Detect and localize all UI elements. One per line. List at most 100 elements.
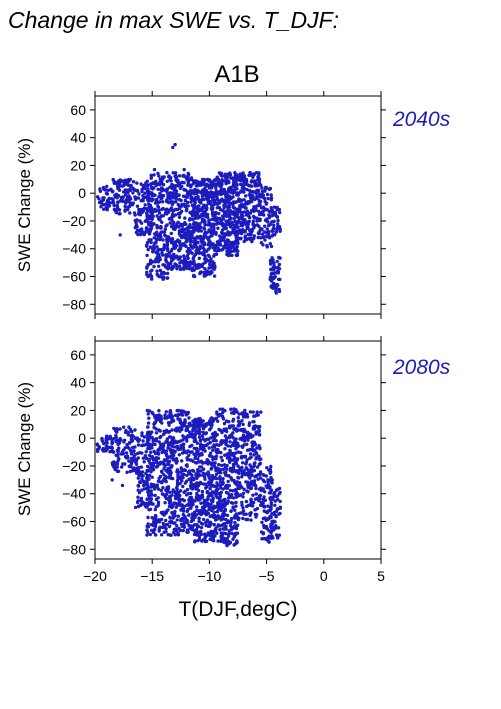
data-point xyxy=(196,474,200,478)
data-point xyxy=(239,177,243,181)
data-point xyxy=(189,481,193,485)
data-point xyxy=(173,262,177,266)
data-point xyxy=(214,183,218,187)
data-point xyxy=(222,235,227,239)
data-point xyxy=(204,486,208,490)
data-point xyxy=(244,462,248,466)
data-point xyxy=(193,529,198,534)
data-point xyxy=(206,501,210,506)
data-point xyxy=(210,196,214,200)
y-tick-label: 40 xyxy=(70,375,86,391)
data-point xyxy=(151,467,156,472)
data-point xyxy=(234,253,238,257)
data-point xyxy=(210,432,215,436)
data-point xyxy=(254,196,258,201)
data-point xyxy=(248,170,252,175)
data-point xyxy=(169,440,173,445)
data-point xyxy=(222,187,226,192)
data-point xyxy=(149,176,153,180)
data-point xyxy=(193,211,198,216)
data-point xyxy=(194,496,199,500)
data-point xyxy=(261,205,266,209)
data-point xyxy=(162,458,167,462)
data-point xyxy=(219,503,223,507)
data-point xyxy=(275,494,280,498)
data-point xyxy=(196,421,200,425)
data-point xyxy=(165,187,170,191)
data-point xyxy=(110,440,115,445)
data-point xyxy=(252,483,257,487)
data-point xyxy=(180,425,184,429)
data-point xyxy=(211,457,215,461)
data-point xyxy=(182,521,187,525)
data-point xyxy=(257,494,261,499)
data-point xyxy=(121,190,126,194)
data-point xyxy=(168,516,172,520)
data-point xyxy=(249,486,254,490)
data-point xyxy=(185,487,190,492)
data-point xyxy=(186,410,190,415)
data-point xyxy=(193,456,197,460)
data-point xyxy=(161,247,166,252)
data-point xyxy=(104,191,109,196)
data-point xyxy=(173,527,178,531)
data-point xyxy=(184,412,189,417)
data-point xyxy=(236,416,240,420)
data-point xyxy=(236,464,240,468)
data-point xyxy=(271,233,275,237)
scatter-points-2080s xyxy=(95,407,282,548)
data-point xyxy=(248,184,252,188)
data-point xyxy=(179,235,184,240)
data-point xyxy=(210,210,215,214)
data-point xyxy=(168,262,173,266)
data-point xyxy=(154,179,158,184)
data-point xyxy=(244,213,249,217)
data-point xyxy=(207,222,212,226)
data-point xyxy=(168,237,172,241)
data-point xyxy=(183,421,187,425)
data-point xyxy=(244,413,248,417)
data-point xyxy=(187,513,191,517)
data-point xyxy=(188,450,193,454)
data-point xyxy=(208,262,212,267)
data-point xyxy=(218,412,222,417)
data-point xyxy=(269,272,273,276)
data-point xyxy=(180,479,184,483)
data-point xyxy=(214,210,218,215)
data-point xyxy=(156,234,161,238)
data-point xyxy=(240,198,244,202)
data-point xyxy=(158,435,162,440)
data-point xyxy=(151,197,155,201)
data-point xyxy=(169,200,173,204)
data-point xyxy=(199,234,203,239)
data-point xyxy=(196,509,200,513)
data-point xyxy=(146,187,150,191)
data-point xyxy=(256,425,260,429)
data-point xyxy=(147,416,151,420)
data-point xyxy=(137,192,141,196)
data-point xyxy=(137,468,141,473)
data-point xyxy=(278,499,282,504)
data-point xyxy=(220,171,224,176)
data-point xyxy=(149,492,154,496)
plot-frame-2080s xyxy=(94,340,382,560)
data-point xyxy=(259,530,264,534)
data-point xyxy=(149,261,153,266)
data-point xyxy=(195,493,199,497)
data-point xyxy=(241,189,245,193)
data-point xyxy=(195,246,199,251)
data-point xyxy=(152,516,156,521)
data-point xyxy=(186,435,191,439)
data-point xyxy=(272,494,277,498)
data-point xyxy=(188,421,192,425)
axis-ticks-2040s: −80 −60 −40 −20 0 20 40 60 xyxy=(62,91,386,319)
data-point xyxy=(209,462,214,467)
data-point xyxy=(144,501,149,505)
data-point xyxy=(188,243,193,247)
data-point xyxy=(242,472,247,476)
data-point xyxy=(169,471,173,475)
data-point xyxy=(220,463,224,468)
data-point xyxy=(162,230,167,234)
data-point xyxy=(194,513,199,517)
data-point xyxy=(200,493,205,497)
